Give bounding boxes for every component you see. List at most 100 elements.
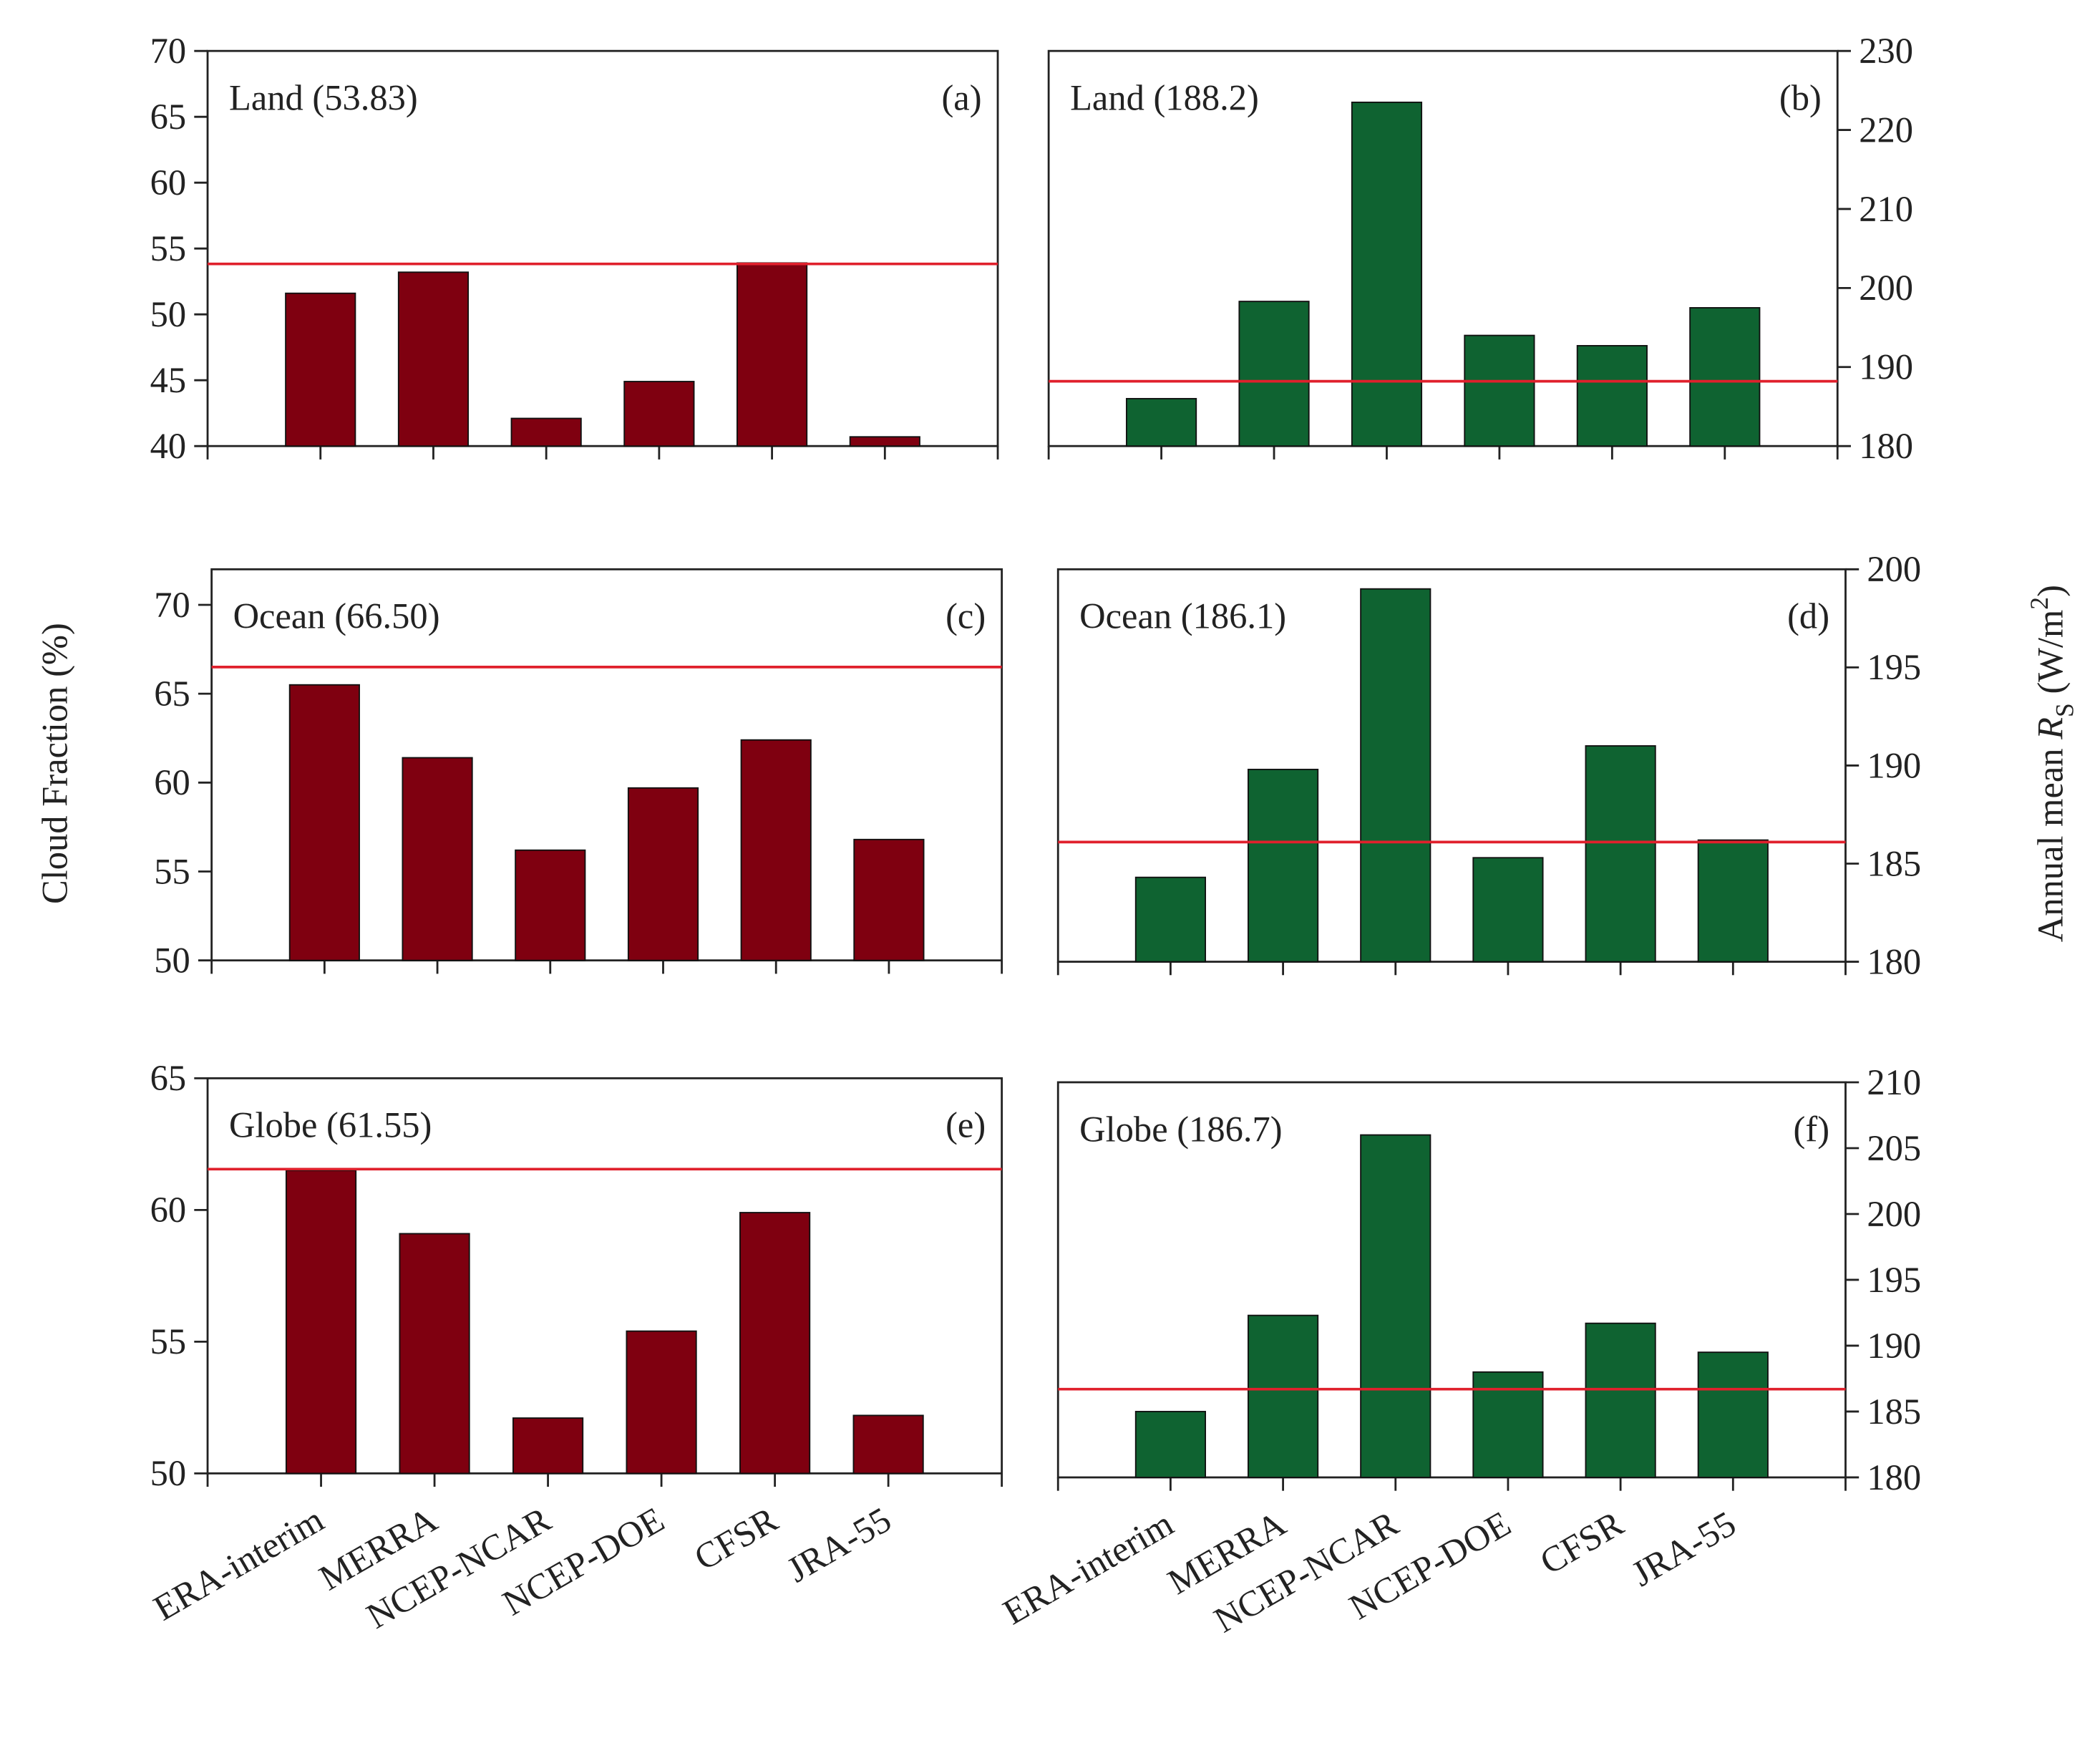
y-tick-label: 50 — [154, 941, 190, 981]
bar — [1689, 307, 1761, 447]
y-tick-label: 190 — [1867, 745, 1921, 785]
panel-annotation: Ocean (66.50) — [233, 596, 440, 636]
bar — [623, 381, 695, 447]
y-tick-label: 200 — [1867, 1194, 1921, 1234]
bar — [512, 1417, 584, 1475]
x-tick-label: ERA-interim — [147, 1499, 330, 1628]
panel-label: (c) — [946, 596, 986, 636]
bar — [288, 684, 360, 961]
y-axis-label-superscript: 2 — [2025, 597, 2053, 610]
y-tick-label: 60 — [150, 1190, 187, 1230]
bar — [1360, 1134, 1431, 1478]
bar — [1585, 745, 1656, 963]
bar — [740, 739, 812, 961]
y-axis-label-part: Annual mean — [2031, 739, 2071, 942]
y-tick-label: 220 — [1859, 110, 1913, 150]
bar — [1247, 1314, 1319, 1478]
panel-annotation: Ocean (186.1) — [1079, 596, 1286, 636]
plot-frame — [1047, 49, 1839, 447]
y-tick-label: 180 — [1867, 941, 1921, 981]
y-tick-label: 65 — [150, 97, 187, 137]
y-tick-label: 45 — [150, 360, 187, 400]
y-tick-label: 55 — [154, 851, 190, 891]
panel-annotation: Land (188.2) — [1070, 77, 1259, 117]
y-axis-label-part: (W/m — [2031, 610, 2071, 703]
bar — [739, 1212, 811, 1475]
x-tick-label: JRA-55 — [780, 1499, 898, 1590]
y-tick-label: 65 — [154, 674, 190, 714]
bar — [626, 1330, 697, 1475]
panel-label: (d) — [1787, 596, 1829, 636]
y-tick-label: 230 — [1859, 31, 1913, 71]
panel-annotation: Globe (61.55) — [229, 1105, 432, 1145]
panel-label: (e) — [946, 1105, 986, 1145]
y-tick-label: 50 — [150, 1453, 187, 1493]
panel-label: (f) — [1794, 1109, 1829, 1149]
y-axis-label: Cloud Fraction (%) — [35, 623, 75, 904]
y-axis-label-subscript: S — [2051, 703, 2079, 717]
bar — [627, 787, 699, 961]
bar — [1134, 1411, 1206, 1478]
y-tick-label: 185 — [1867, 843, 1921, 883]
y-tick-label: 70 — [154, 585, 190, 625]
bar — [1134, 876, 1206, 963]
y-tick-label: 180 — [1867, 1457, 1921, 1497]
y-tick-label: 40 — [150, 426, 187, 466]
bar — [399, 1233, 470, 1475]
plot-frame — [206, 1077, 1003, 1475]
bar — [397, 271, 470, 447]
bar — [1464, 334, 1535, 447]
bar — [1585, 1322, 1656, 1478]
bar — [402, 757, 473, 961]
bar — [1697, 1351, 1769, 1478]
bar — [853, 838, 925, 961]
x-tick-label: ERA-interim — [996, 1503, 1180, 1632]
y-tick-label: 195 — [1867, 1260, 1921, 1300]
y-tick-label: 190 — [1859, 347, 1913, 387]
plot-frame — [210, 568, 1003, 962]
y-axis-label-symbol: R — [2031, 717, 2071, 740]
x-tick-label: CFSR — [688, 1499, 784, 1578]
bar — [515, 849, 586, 961]
y-tick-label: 50 — [150, 294, 187, 334]
y-tick-label: 200 — [1867, 549, 1921, 589]
bar — [285, 1170, 357, 1475]
y-tick-label: 70 — [150, 31, 187, 71]
y-axis-label-part: ) — [2031, 585, 2071, 597]
bar — [1125, 397, 1197, 447]
x-tick-label: CFSR — [1533, 1503, 1630, 1582]
y-tick-label: 60 — [154, 762, 190, 802]
y-tick-label: 200 — [1859, 268, 1913, 308]
y-tick-label: 60 — [150, 162, 187, 203]
bar — [852, 1414, 924, 1475]
y-tick-label: 55 — [150, 1321, 187, 1361]
y-tick-label: 55 — [150, 228, 187, 268]
y-tick-label: 185 — [1867, 1392, 1921, 1432]
y-tick-label: 65 — [150, 1058, 187, 1098]
bar — [1360, 588, 1431, 963]
bar — [1238, 301, 1310, 447]
panel-label: (b) — [1779, 77, 1822, 117]
bar — [1576, 345, 1648, 447]
bar — [510, 417, 582, 447]
panel-annotation: Globe (186.7) — [1079, 1109, 1282, 1149]
y-tick-label: 210 — [1867, 1062, 1921, 1102]
y-tick-label: 205 — [1867, 1128, 1921, 1168]
x-tick-label: JRA-55 — [1625, 1503, 1742, 1594]
bar — [1697, 839, 1769, 963]
y-tick-label: 190 — [1867, 1326, 1921, 1366]
bar — [849, 436, 920, 447]
bar — [285, 292, 356, 447]
y-tick-label: 195 — [1867, 647, 1921, 687]
y-tick-label: 210 — [1859, 189, 1913, 229]
y-tick-label: 180 — [1859, 426, 1913, 466]
bar — [737, 262, 808, 447]
panel-annotation: Land (53.83) — [229, 77, 418, 117]
bar — [1351, 101, 1423, 447]
y-axis-label: Annual mean RS (W/m2) — [2025, 585, 2079, 942]
panel-label: (a) — [941, 77, 981, 117]
bar — [1247, 768, 1319, 963]
bar — [1472, 857, 1544, 963]
